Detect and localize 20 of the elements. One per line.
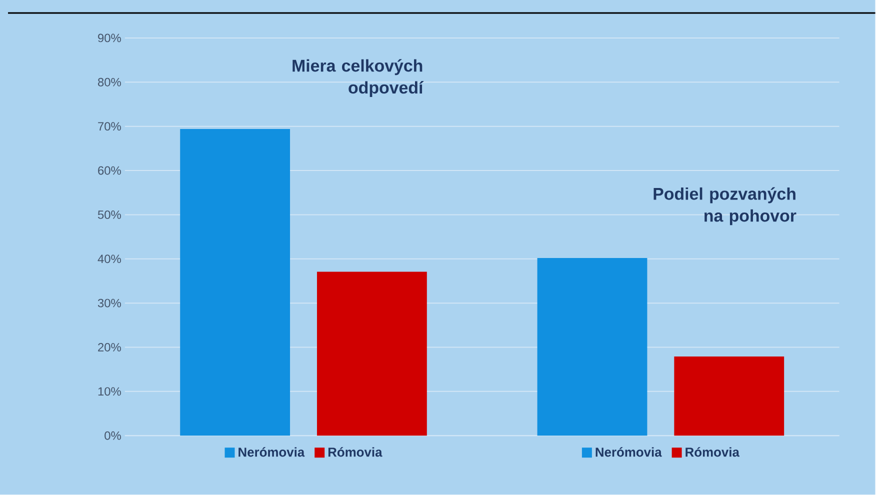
y-tick-label: 20% — [98, 343, 121, 352]
bar — [537, 258, 648, 436]
annotation: Miera celkových odpovedí — [292, 59, 424, 98]
y-tick-label: 40% — [98, 254, 121, 264]
annotation: Podiel pozvaných na pohovor — [654, 188, 796, 226]
legend-label: Rómovia — [328, 447, 382, 457]
legend-label: Nerómovia — [238, 447, 305, 457]
y-tick-label: 70% — [98, 122, 121, 131]
text: Rómovia — [686, 447, 740, 457]
bar — [674, 356, 784, 436]
y-tick-label: 10% — [98, 387, 121, 396]
y-tick-label: 0% — [104, 432, 121, 440]
bar — [316, 272, 427, 436]
y-tick-label: 60% — [98, 166, 121, 175]
y-tick-label: 90% — [98, 34, 121, 42]
y-tick-label: 30% — [98, 299, 121, 308]
y-tick-label: 50% — [98, 210, 121, 220]
text: Nerómovia — [596, 447, 662, 457]
bar — [180, 129, 290, 436]
y-tick-label: 80% — [98, 78, 121, 87]
